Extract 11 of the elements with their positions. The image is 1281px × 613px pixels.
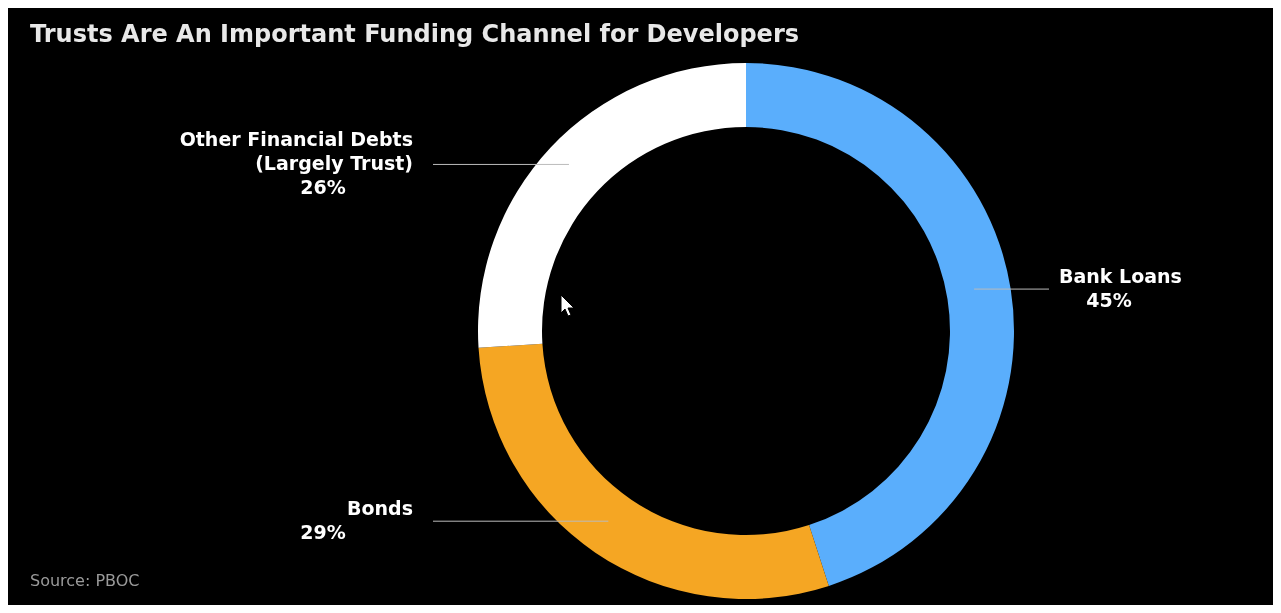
slice-label: Bank Loans — [1059, 265, 1182, 288]
donut-slice — [746, 63, 1014, 586]
data-label: 45% — [1086, 289, 1132, 312]
slice-label: Other Financial Debts (Largely Trust) — [179, 128, 413, 175]
data-label: 29% — [300, 521, 346, 544]
donut-slice — [478, 63, 746, 348]
donut-slice — [478, 343, 829, 599]
chart-title: Trusts Are An Important Funding Channel for Developers — [30, 20, 799, 48]
source-note: Source: PBOC — [30, 571, 140, 590]
data-label: 26% — [300, 176, 346, 199]
slice-label: Bonds — [347, 497, 413, 520]
